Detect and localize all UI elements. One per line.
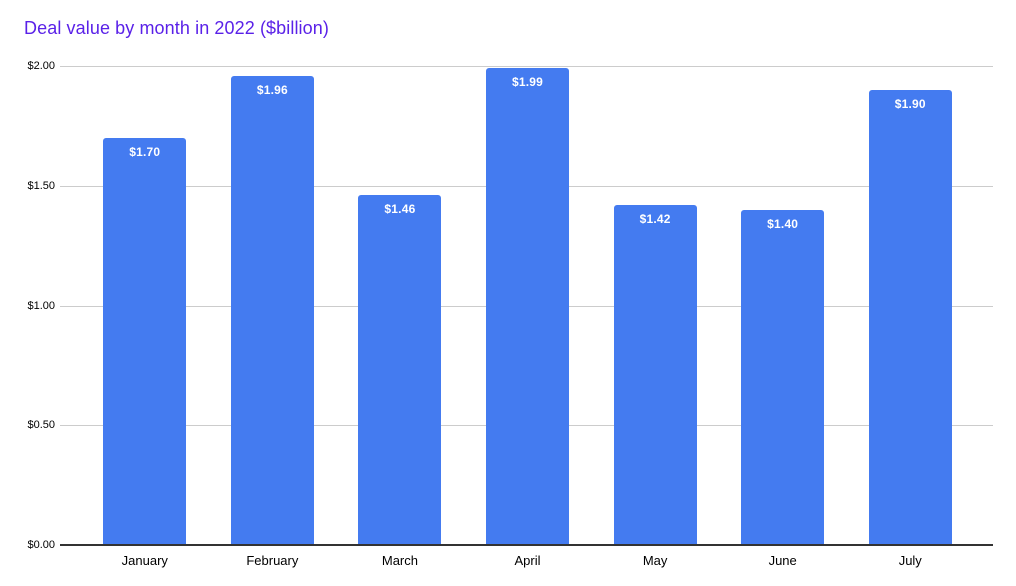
bar-february[interactable]: $1.96 [230,75,314,545]
y-tick-label: $1.50 [27,179,55,192]
bar-value-label: $1.90 [894,96,926,111]
chart-title: Deal value by month in 2022 ($billion) [24,18,329,38]
x-tick-label-february: February [246,553,299,568]
bar-value-label: $1.70 [129,144,161,159]
x-tick-label-march: March [381,553,418,568]
bar-june[interactable]: $1.40 [741,209,825,545]
bar-value-label: $1.96 [256,82,288,97]
x-tick-label-june: June [768,553,797,568]
bar-value-label: $1.46 [384,202,416,217]
gridline-$2.00 [60,66,993,67]
bar-value-label: $1.99 [512,75,544,90]
y-axis: $0.00 $0.50 $1.00 $1.50 $2.00 [0,60,55,551]
x-tick-label-may: May [642,553,668,568]
x-axis: January February March April May June July [81,553,974,569]
plot-area: $1.70 $1.96 $1.46 $1.99 $1.42 $1.40 $1.90 [60,66,993,546]
y-tick-label: $0.00 [27,539,55,551]
bar-slot-july: $1.90 [846,66,974,545]
bar-value-label: $1.40 [767,216,799,231]
bar-value-label: $1.42 [639,211,671,226]
bar-july[interactable]: $1.90 [868,89,952,545]
x-tick-label-july: July [898,553,922,568]
bars-row: $1.70 $1.96 $1.46 $1.99 $1.42 $1.40 $1.90 [81,66,974,545]
bar-may[interactable]: $1.42 [613,204,697,545]
bar-slot-january: $1.70 [81,66,209,545]
bar-slot-june: $1.40 [719,66,847,545]
bar-slot-february: $1.96 [209,66,337,545]
bar-slot-may: $1.42 [591,66,719,545]
x-axis-line [60,544,993,546]
x-tick-label-april: April [514,553,541,568]
bar-january[interactable]: $1.70 [103,137,187,545]
bar-slot-april: $1.99 [464,66,592,545]
bar-slot-march: $1.46 [336,66,464,545]
x-tick-label-january: January [121,553,168,568]
y-tick-label: $2.00 [27,60,55,72]
y-tick-label: $1.00 [27,299,55,312]
bar-march[interactable]: $1.46 [358,195,442,545]
y-tick-label: $0.50 [27,419,55,432]
bar-april[interactable]: $1.99 [486,68,570,545]
